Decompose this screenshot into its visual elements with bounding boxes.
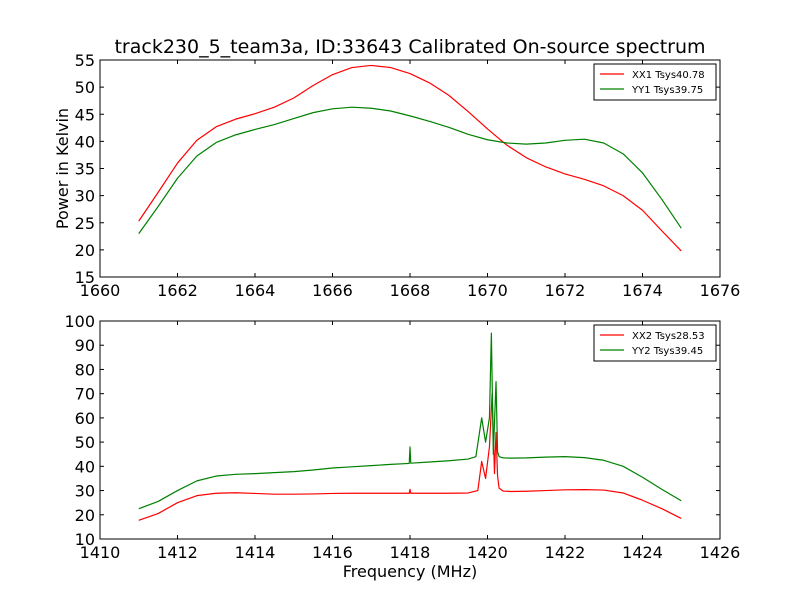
x-tick-label: 1664 [235, 281, 276, 300]
series-line-2 [138, 106, 682, 234]
x-tick-label: 1676 [700, 281, 741, 300]
x-tick-label: 1418 [390, 543, 431, 562]
legend: XX2 Tsys28.53 YY2 Tsys39.45 [593, 324, 717, 362]
y-tick-label: 25 [75, 214, 95, 233]
x-tick-label: 1422 [545, 543, 586, 562]
series-line-1 [138, 393, 682, 521]
legend: XX1 Tsys40.78 YY1 Tsys39.75 [593, 63, 717, 101]
y-tick-label: 10 [75, 530, 95, 549]
y-tick-label: 30 [75, 187, 95, 206]
y-tick-label: 60 [75, 409, 95, 428]
chart-title: track230_5_team3a, ID:33643 Calibrated O… [114, 36, 705, 58]
y-tick-label: 80 [75, 360, 95, 379]
legend-label: YY1 Tsys39.75 [631, 85, 703, 96]
legend-label: YY2 Tsys39.45 [631, 346, 703, 357]
x-tick-label: 1662 [157, 281, 198, 300]
x-tick-label: 1410 [80, 543, 121, 562]
plot-frame [99, 59, 721, 278]
legend-label: XX2 Tsys28.53 [632, 331, 705, 342]
y-tick-label: 20 [75, 506, 95, 525]
legend-label: XX1 Tsys40.78 [632, 70, 705, 81]
legend-box [593, 324, 717, 362]
x-tick-label: 1420 [467, 543, 508, 562]
x-tick-label: 1414 [235, 543, 276, 562]
y-tick-label: 40 [75, 457, 95, 476]
y-tick-label: 40 [75, 132, 95, 151]
top-panel: 1660 1662 1664 1666 1668 1670 1672 1674 1676 15 20… [53, 51, 740, 300]
series-line-1 [138, 64, 682, 252]
y-tick-label: 90 [75, 336, 95, 355]
x-tick-label: 1670 [467, 281, 508, 300]
x-axis-label: Frequency (MHz) [343, 562, 477, 581]
x-tick-label: 1424 [622, 543, 663, 562]
bottom-panel: 1410 1412 1414 1416 1418 1420 1422 1424 1426 10 20… [64, 312, 740, 581]
y-tick-label: 50 [75, 78, 95, 97]
x-tick-label: 1674 [622, 281, 663, 300]
y-tick-label: 50 [75, 433, 95, 452]
y-tick-label: 45 [75, 105, 95, 124]
x-tick-label: 1666 [312, 281, 353, 300]
x-tick-label: 1660 [80, 281, 121, 300]
y-tick-label: 30 [75, 482, 95, 501]
y-tick-label: 100 [64, 312, 95, 331]
y-axis-label: Power in Kelvin [53, 108, 72, 229]
y-tick-label: 55 [75, 51, 95, 70]
series-line-2 [138, 332, 682, 510]
y-tick-label: 35 [75, 160, 95, 179]
legend-box [593, 63, 717, 101]
x-tick-label: 1412 [157, 543, 198, 562]
y-tick-label: 70 [75, 385, 95, 404]
x-tick-label: 1668 [390, 281, 431, 300]
y-tick-label: 20 [75, 241, 95, 260]
x-tick-label: 1416 [312, 543, 353, 562]
x-tick-label: 1426 [700, 543, 741, 562]
plot-frame [99, 320, 721, 540]
y-tick-label: 15 [75, 268, 95, 287]
x-tick-label: 1672 [545, 281, 586, 300]
